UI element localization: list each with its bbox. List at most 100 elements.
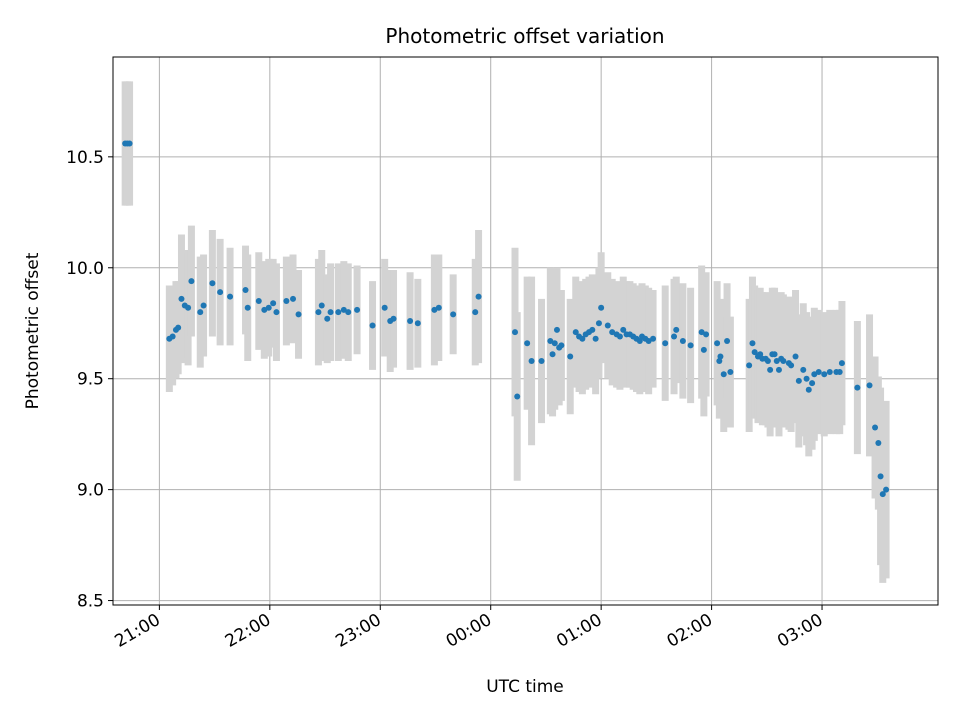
data-point: [209, 280, 216, 287]
y-tick-label: 9.0: [77, 481, 104, 501]
plot-frame: [112, 56, 939, 606]
data-point: [724, 337, 731, 344]
data-point: [178, 295, 185, 302]
data-point: [414, 320, 421, 327]
data-point: [472, 309, 479, 316]
x-tick-label: 01:00: [553, 610, 605, 652]
data-point: [767, 366, 774, 373]
data-point: [200, 302, 207, 309]
data-point: [197, 309, 204, 316]
data-point: [821, 371, 828, 378]
data-point: [217, 289, 224, 296]
data-point: [318, 302, 325, 309]
data-point: [290, 295, 297, 302]
data-point: [273, 309, 280, 316]
data-point: [242, 286, 249, 293]
data-point: [551, 340, 558, 347]
x-tick-label: 03:00: [774, 610, 826, 652]
data-point: [879, 491, 886, 498]
data-point: [589, 326, 596, 333]
data-point: [435, 304, 442, 311]
data-point: [572, 329, 579, 336]
data-point: [579, 335, 586, 342]
data-point: [788, 362, 795, 369]
data-point: [746, 362, 753, 369]
y-axis-label: Photometric offset: [23, 252, 43, 409]
data-point: [662, 340, 669, 347]
data-point: [673, 326, 680, 333]
data-point: [604, 322, 611, 329]
data-point: [771, 351, 778, 358]
data-point: [805, 386, 812, 393]
y-tick-label: 10.0: [66, 259, 104, 279]
data-point: [795, 377, 802, 384]
data-point: [327, 309, 334, 316]
data-point: [381, 304, 388, 311]
data-point: [390, 315, 397, 322]
data-point: [567, 353, 574, 360]
data-point: [620, 326, 627, 333]
data-point: [188, 278, 195, 285]
data-point: [717, 353, 724, 360]
data-point: [679, 337, 686, 344]
x-tick-label: 22:00: [222, 610, 274, 652]
y-tick-label: 10.5: [66, 148, 104, 168]
data-point: [315, 309, 322, 316]
data-point: [800, 366, 807, 373]
data-point: [450, 311, 457, 318]
data-point: [514, 393, 521, 400]
data-point: [547, 337, 554, 344]
data-point: [749, 340, 756, 347]
data-point: [757, 351, 764, 358]
data-point: [703, 331, 710, 338]
data-point: [773, 357, 780, 364]
x-axis-label: UTC time: [486, 677, 564, 697]
x-tick-label: 00:00: [443, 610, 495, 652]
data-point: [803, 375, 810, 382]
data-point: [185, 304, 192, 311]
data-point: [169, 333, 176, 340]
y-tick-label: 8.5: [77, 592, 104, 612]
data-point: [270, 300, 277, 307]
data-points: [122, 140, 890, 498]
x-tick-label: 23:00: [332, 610, 384, 652]
data-point: [354, 306, 361, 313]
data-point: [826, 369, 833, 376]
data-point: [838, 360, 845, 367]
data-point: [687, 342, 694, 349]
data-point: [780, 357, 787, 364]
data-point: [727, 369, 734, 376]
data-point: [698, 329, 705, 336]
data-point: [255, 298, 262, 305]
data-point: [524, 340, 531, 347]
y-axis: 8.5 9.0 9.5 10.0 10.5: [66, 148, 113, 612]
data-point: [883, 486, 890, 493]
data-point: [636, 337, 643, 344]
x-tick-label: 02:00: [664, 610, 716, 652]
data-point: [295, 311, 302, 318]
data-point: [875, 440, 882, 447]
x-tick-label: 21:00: [111, 610, 163, 652]
data-point: [538, 357, 545, 364]
data-point: [345, 309, 352, 316]
data-point: [558, 342, 565, 349]
data-point: [227, 293, 234, 300]
data-point: [324, 315, 331, 322]
data-point: [811, 371, 818, 378]
data-point: [809, 380, 816, 387]
data-point: [650, 335, 657, 342]
data-point: [407, 318, 414, 325]
data-point: [609, 329, 616, 336]
data-point: [792, 353, 799, 360]
data-point: [549, 351, 556, 358]
data-point: [595, 320, 602, 327]
data-point: [714, 340, 721, 347]
data-point: [751, 349, 758, 356]
x-axis: 21:00 22:00 23:00 00:00 01:00 02:00 03:00: [111, 605, 827, 652]
data-point: [265, 304, 272, 311]
data-point: [512, 329, 519, 336]
data-point: [592, 335, 599, 342]
data-point: [764, 357, 771, 364]
data-point: [872, 424, 879, 431]
data-point: [815, 369, 822, 376]
